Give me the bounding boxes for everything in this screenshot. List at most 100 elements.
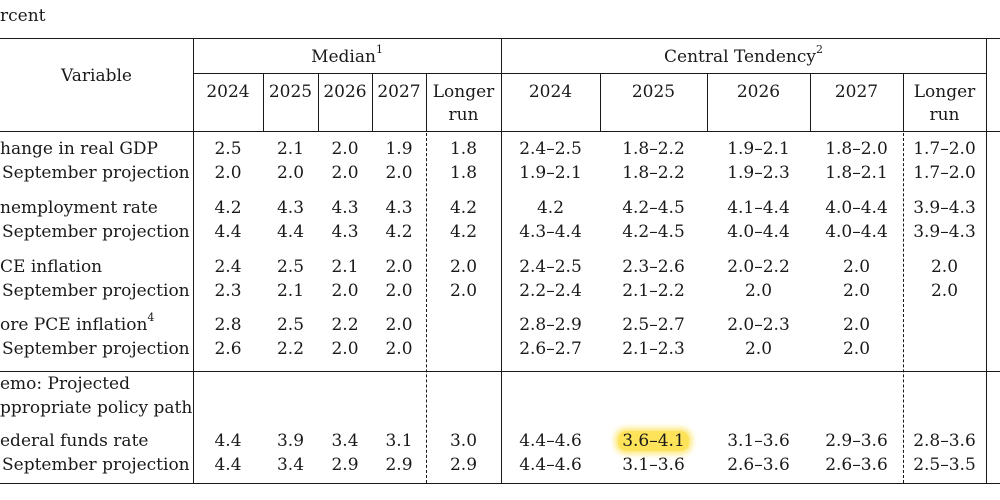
median-value: 4.3 [331,222,359,242]
row-label: ederal funds rate [0,431,149,451]
median-value: 4.3 [331,198,359,218]
median-year-2026: 2026 [323,82,367,102]
central-tendency-value: 2.1–2.2 [622,281,685,301]
central-tendency-value: 2.2–2.4 [519,281,582,301]
median-value: 2.2 [331,315,359,335]
central-tendency-value: 4.0–4.4 [727,222,790,242]
central-tendency-value: 4.2–4.5 [622,198,685,218]
median-value: 4.4 [214,222,242,242]
median-year-2024: 2024 [206,82,250,102]
central-tendency-value: 2.0–2.2 [727,257,790,277]
central-tendency-value: 4.0–4.4 [825,198,888,218]
central-tendency-group-rule [501,73,986,74]
central-tendency-header: Central Tendency2 [664,43,823,67]
central-tendency-value: 3.1–3.6 [727,431,790,451]
central-tendency-value: 2.4–2.5 [519,257,582,277]
row-label: September projection [2,222,190,242]
header-bottom-rule [0,131,1000,132]
central-tendency-value: 2.6–2.7 [519,339,582,359]
median-value: 4.2 [449,198,478,218]
central-tendency-value: 3.1–3.6 [622,455,685,475]
memo-separator-rule [0,371,1000,372]
central-tendency-value: 4.4–4.6 [519,431,582,451]
median-footnote: 1 [375,43,383,57]
ct-col-rule-4 [903,73,904,131]
central-tendency-value: 2.5–2.7 [622,315,685,335]
median-value: 3.4 [276,455,305,475]
central-tendency-value: 3.9–4.3 [913,222,976,242]
median-year-2025: 2025 [268,82,313,102]
median-value: 3.9 [276,431,305,451]
central-tendency-value: 1.9–2.1 [727,139,790,159]
median-col-rule-1 [263,73,264,131]
ct-longer-run-line1: Longer [913,82,976,102]
central-tendency-value: 2.8–3.6 [913,431,976,451]
row-label: September projection [2,339,190,359]
median-value: 3.1 [385,431,413,451]
central-tendency-right-rule [986,38,987,483]
central-tendency-value: 2.0 [744,339,773,359]
central-tendency-value: 2.8–2.9 [519,315,582,335]
median-value: 2.0 [276,163,305,183]
table-top-rule [0,38,1000,39]
median-value: 2.0 [385,339,413,359]
median-value: 2.9 [331,455,359,475]
memo-line-1: emo: Projected [0,374,130,394]
ct-year-2025: 2025 [631,82,676,102]
median-col-rule-4 [426,73,427,131]
median-value: 2.3 [214,281,242,301]
median-value: 3.4 [331,431,359,451]
central-tendency-footnote: 2 [816,43,823,57]
median-value: 2.6 [214,339,242,359]
median-value: 2.0 [331,281,359,301]
median-longer-run-dashed-rule [426,133,427,483]
median-value: 4.2 [449,222,478,242]
median-col-rule-2 [318,73,319,131]
median-longer-run-line1: Longer [432,82,495,102]
median-value: 2.5 [276,315,305,335]
central-tendency-value: 2.0 [842,257,871,277]
central-tendency-value: 1.8–2.0 [825,139,888,159]
central-tendency-value: 2.0–2.3 [727,315,790,335]
median-value: 1.9 [385,139,413,159]
median-value: 2.0 [385,315,413,335]
median-value: 2.5 [276,257,305,277]
ct-col-rule-3 [810,73,811,131]
ct-longer-run-line2: run [929,105,960,125]
central-tendency-value: 2.6–3.6 [825,455,888,475]
central-tendency-value: 1.8–2.2 [622,163,685,183]
central-tendency-value: 2.0 [842,315,871,335]
central-tendency-value: 2.9–3.6 [825,431,888,451]
row-label: September projection [2,163,190,183]
row-footnote: 4 [147,311,155,325]
median-value: 2.0 [331,339,359,359]
central-tendency-value: 2.0 [930,281,959,301]
median-value: 2.1 [276,139,305,159]
median-value: 1.8 [449,163,478,183]
median-value: 2.8 [214,315,242,335]
median-longer-run-line2: run [448,105,479,125]
row-label: hange in real GDP [0,139,158,159]
median-year-2027: 2027 [377,82,421,102]
central-tendency-value: 2.3–2.6 [622,257,685,277]
central-tendency-value: 3.9–4.3 [913,198,976,218]
median-value: 2.0 [449,281,478,301]
row-label: ore PCE inflation4 [0,311,155,335]
ct-col-rule-1 [600,73,601,131]
median-value: 2.0 [331,163,359,183]
median-group-right-rule [501,38,502,483]
median-value: 4.2 [385,222,413,242]
highlighted-value: 3.6–4.1 [618,431,689,451]
median-value: 2.0 [331,139,359,159]
median-value: 2.1 [331,257,359,277]
variable-column-rule [193,38,194,483]
central-tendency-value: 1.9–2.1 [519,163,582,183]
median-header: Median1 [311,43,383,67]
central-tendency-value: 1.8–2.2 [622,139,685,159]
median-value: 2.9 [449,455,478,475]
median-value: 2.0 [214,163,242,183]
central-tendency-value: 3.6–4.1 [600,431,707,451]
ct-year-2026: 2026 [736,82,781,102]
central-tendency-value: 4.4–4.6 [519,455,582,475]
median-group-rule [193,73,501,74]
